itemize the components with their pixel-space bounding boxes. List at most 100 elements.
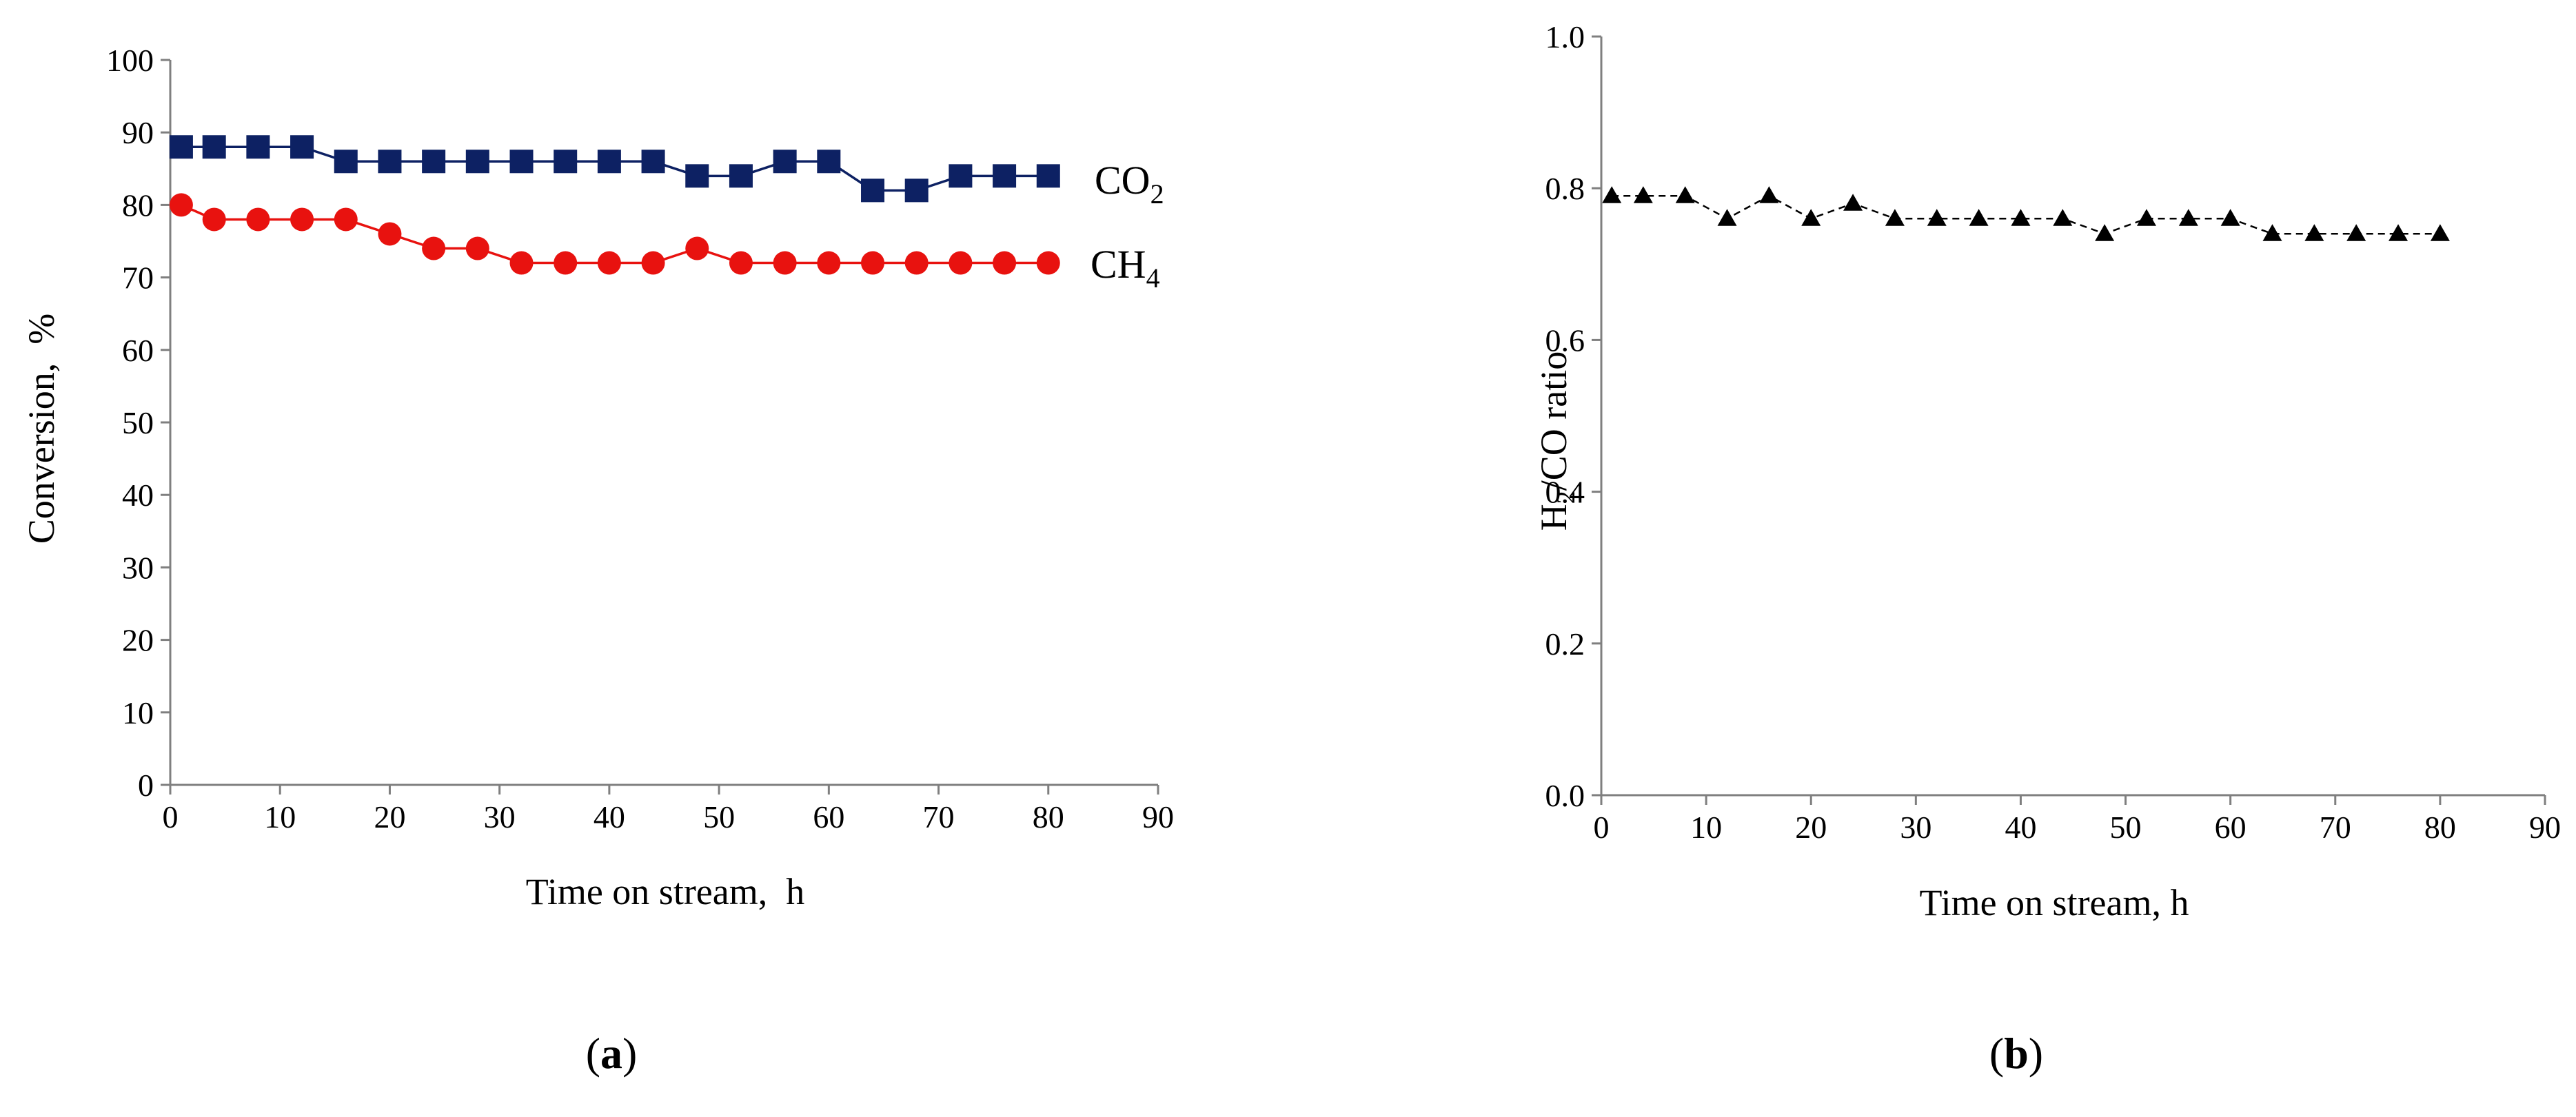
panel-a-ch4-point: [949, 251, 973, 275]
panel-b-y-tick-label: 0.8: [1545, 171, 1585, 206]
panel-a-ch4-point: [334, 207, 358, 232]
panel-a-y-tick-label: 50: [122, 405, 154, 440]
panel-a-y-tick-label: 60: [122, 333, 154, 368]
panel-b-axes: 0 10 20 30 40 50 60 70 80 90 0.0 0.2 0.4 0.6 0.8 1.0: [1545, 19, 2562, 845]
panel-a-co2-point: [1036, 164, 1060, 188]
panel-a-ch4-point: [1036, 251, 1060, 275]
panel-a-ch4-point: [993, 251, 1017, 275]
panel-a-ch4-point: [554, 251, 578, 275]
panel-a-y-axis-title: Conversion, %: [21, 314, 62, 544]
panel-b-y-tick-label: 0.0: [1545, 778, 1585, 813]
panel-b-ratio-point: [2262, 224, 2282, 241]
panel-a-ch4-point: [904, 251, 929, 275]
panel-b-ratio-point: [1969, 209, 1989, 226]
panel-a-y-tick-label: 100: [106, 43, 154, 78]
panel-a-co2-point: [993, 164, 1017, 188]
panel-b-x-axis-title: Time on stream, h: [1920, 882, 2189, 923]
panel-a-co2-point: [465, 150, 489, 174]
panel-a-ch4-point: [246, 207, 270, 232]
panel-a-x-tick-label: 0: [163, 799, 179, 834]
panel-b-ratio-point: [2095, 224, 2115, 241]
panel-b-y-tick-label: 0.2: [1545, 626, 1585, 662]
panel-b-ratio-point: [1885, 209, 1905, 226]
panel-a-x-tick-label: 90: [1142, 799, 1174, 834]
panel-b-ratio-point: [2346, 224, 2366, 241]
panel-b-x-tick-label: 0: [1594, 810, 1610, 845]
panel-b-y-tick-label: 1.0: [1545, 19, 1585, 54]
panel-a-series: [169, 135, 1060, 275]
panel-b-ratio-point: [2053, 209, 2073, 226]
panel-a-co2-point: [246, 135, 270, 159]
panel-b-x-tick-label: 10: [1690, 810, 1722, 845]
panel-b-x-tick-label: 80: [2424, 810, 2456, 845]
panel-a-ch4-point: [773, 251, 797, 275]
panel-a-ch4-point: [729, 251, 753, 275]
panel-b-series: [1602, 186, 2450, 241]
panel-a-ch4-point: [202, 207, 226, 232]
panel-b-x-tick-label: 50: [2110, 810, 2142, 845]
panel-a-ch4-point: [817, 251, 841, 275]
panel-b-x-tick-label: 70: [2320, 810, 2351, 845]
panel-a-co2-point: [554, 150, 578, 174]
panel-a-co2-point: [729, 164, 753, 188]
legend-label-ch4: CH4: [1091, 242, 1160, 294]
panel-b-series-0-line: [1612, 194, 2440, 235]
panel-b-x-tick-label: 90: [2529, 810, 2561, 845]
panel-b-y-axis-title: H2/CO ratio: [1533, 351, 1581, 531]
panel-a-y-tick-label: 70: [122, 260, 154, 296]
panel-b-ratio-point: [2389, 224, 2408, 241]
panel-a-co2-point: [949, 164, 973, 188]
panel-a-co2-point: [422, 150, 446, 174]
panel-b-ratio-point: [1843, 194, 1863, 211]
panel-b-x-tick-label: 20: [1795, 810, 1827, 845]
panel-b-ratio-point: [2430, 224, 2450, 241]
panel-a-ch4-point: [509, 251, 534, 275]
panel-a-ch4-point: [422, 236, 446, 260]
panel-b-x-tick-label: 30: [1900, 810, 1931, 845]
panel-a-y-tick-label: 20: [122, 623, 154, 658]
panel-a-y-tick-label: 40: [122, 478, 154, 513]
panel-a-x-axis-title: Time on stream, h: [526, 871, 805, 912]
panel-a-co2-point: [597, 150, 621, 174]
panel-a-label: (a): [586, 1029, 638, 1078]
panel-b-ratio-point: [2178, 209, 2198, 226]
panel-b-ratio-point: [1801, 209, 1821, 226]
panel-a-ch4-point: [290, 207, 314, 232]
panel-a-x-tick-label: 70: [923, 799, 955, 834]
panel-a-y-tick-label: 30: [122, 550, 154, 585]
panel-b-x-tick-label: 60: [2215, 810, 2247, 845]
panel-a-ch4-point: [378, 222, 402, 246]
panel-a-co2-point: [378, 150, 402, 174]
panel-b-ratio-point: [1602, 186, 1622, 203]
panel-a-co2-point: [685, 164, 709, 188]
panel-a-conversion-chart: 0 10 20 30 40 50 60 70 80 90 0 10 20 30 40 50 60 70 80 90 10…: [21, 43, 1174, 1078]
panel-b-ratio-point: [1759, 186, 1779, 203]
panel-a-ch4-point: [641, 251, 665, 275]
panel-b-ratio-point: [1927, 209, 1947, 226]
panel-b-ratio-point: [2304, 224, 2324, 241]
panel-a-co2-point: [641, 150, 665, 174]
panel-a-x-tick-label: 20: [374, 799, 405, 834]
panel-a-co2-point: [509, 150, 534, 174]
panel-b-ratio-point: [2011, 209, 2031, 226]
panel-b-ratio-point: [2220, 209, 2240, 226]
panel-a-co2-point: [290, 135, 314, 159]
panel-a-y-tick-label: 90: [122, 115, 154, 150]
panel-b-ratio-point: [2136, 209, 2156, 226]
panel-a-ch4-point: [169, 193, 193, 217]
panel-a-co2-point: [817, 150, 841, 174]
panel-a-axes: 0 10 20 30 40 50 60 70 80 90 0 10 20 30 40 50 60 70 80 90 10…: [106, 43, 1174, 834]
panel-a-y-tick-label: 0: [138, 768, 154, 803]
panel-a-ch4-point: [597, 251, 621, 275]
panel-b-ratio-point: [1633, 186, 1653, 203]
panel-a-co2-point: [202, 135, 226, 159]
panel-b-ratio-point: [1717, 209, 1737, 226]
panel-b-y-tick-label: 0.4: [1545, 475, 1585, 510]
panel-a-x-tick-label: 60: [813, 799, 844, 834]
legend-label-co2: CO2: [1095, 158, 1164, 209]
panel-a-x-tick-label: 40: [594, 799, 625, 834]
panel-b-ratio-point: [1675, 186, 1695, 203]
panel-a-x-tick-label: 10: [264, 799, 296, 834]
panel-a-co2-point: [904, 178, 929, 203]
